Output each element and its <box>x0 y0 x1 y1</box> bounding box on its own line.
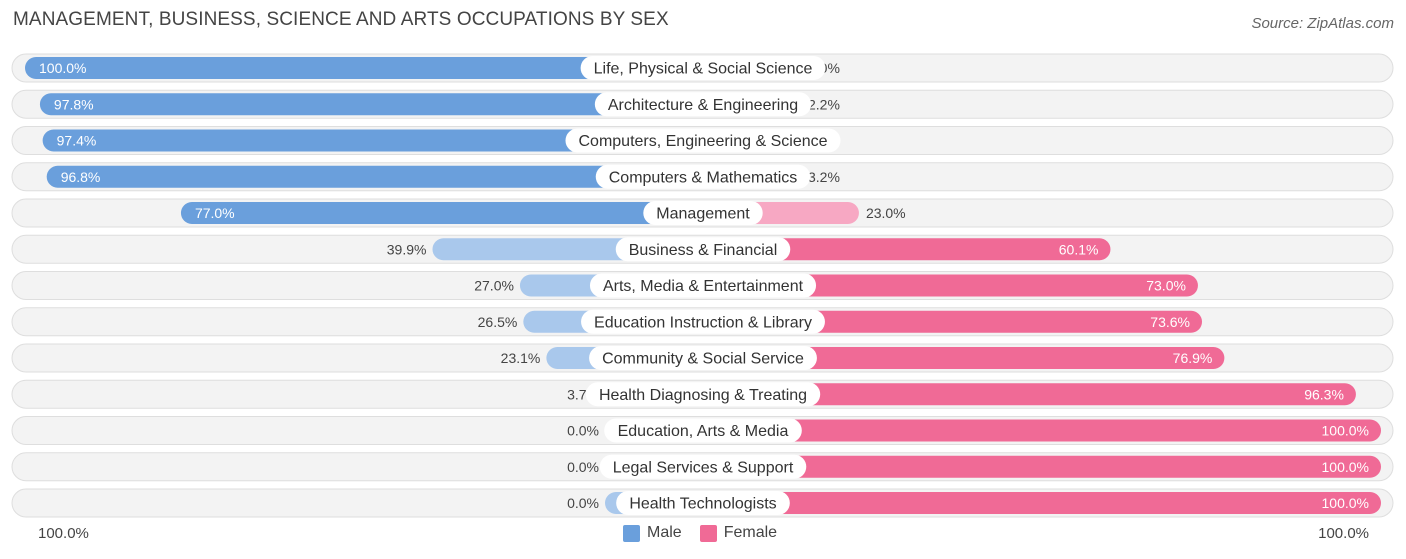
value-label-female: 100.0% <box>1322 459 1369 475</box>
category-label: Health Diagnosing & Treating <box>599 387 807 404</box>
value-label-male: 0.0% <box>567 495 599 511</box>
value-label-female: 2.2% <box>808 96 840 112</box>
chart-title: MANAGEMENT, BUSINESS, SCIENCE AND ARTS O… <box>13 9 669 30</box>
axis-left-label: 100.0% <box>38 525 89 542</box>
category-pill <box>599 454 807 479</box>
category-pill <box>589 273 817 298</box>
bar-female <box>703 383 1356 406</box>
bar-male <box>180 202 703 224</box>
legend-swatch-male <box>623 524 640 542</box>
category-pill <box>615 237 791 262</box>
bar-male <box>25 57 703 79</box>
category-label: Education, Arts & Media <box>618 423 789 440</box>
bar-female <box>703 492 1381 514</box>
bar-female <box>703 274 1198 297</box>
legend-swatch-female <box>699 524 717 542</box>
bar-female <box>703 238 1111 261</box>
category-pill <box>594 92 812 117</box>
chart-canvas: 100.0% 0.0% Life, Physical & Social Scienc… <box>11 53 1394 518</box>
category-pill <box>565 128 841 153</box>
value-label-female: 100.0% <box>1322 495 1369 511</box>
legend-item-female: Female <box>699 524 778 542</box>
value-label-female: 100.0% <box>1322 423 1369 439</box>
bar-female <box>703 455 1381 478</box>
value-label-male: 97.8% <box>54 96 94 112</box>
category-label: Business & Financial <box>629 242 778 259</box>
category-label: Education Instruction & Library <box>594 314 812 331</box>
value-label-male: 96.8% <box>61 169 101 185</box>
bar-male <box>42 129 704 152</box>
bar-female <box>703 347 1225 369</box>
value-label-female: 3.2% <box>808 169 840 185</box>
value-label-female: 73.6% <box>1150 314 1190 330</box>
value-label-male: 27.0% <box>474 278 514 294</box>
value-label-male: 0.0% <box>567 459 599 475</box>
category-pill <box>595 164 811 189</box>
category-pill <box>616 491 790 515</box>
category-label: Legal Services & Support <box>613 459 794 476</box>
legend-item-male: Male <box>623 524 682 542</box>
category-label: Computers & Mathematics <box>609 169 798 186</box>
bar-female <box>703 310 1203 333</box>
value-label-female: 73.0% <box>1146 278 1186 294</box>
value-label-female: 76.9% <box>1173 350 1213 366</box>
category-pill <box>585 382 821 407</box>
value-label-male: 23.1% <box>501 350 541 366</box>
category-label: Arts, Media & Entertainment <box>603 278 804 295</box>
legend-label-male: Male <box>647 524 682 541</box>
category-label: Community & Social Service <box>602 351 804 368</box>
category-pill <box>604 418 802 443</box>
value-label-male: 0.0% <box>567 423 599 439</box>
category-label: Health Technologists <box>629 496 776 513</box>
source-note: Source: ZipAtlas.com <box>1251 15 1394 32</box>
category-label: Management <box>656 206 750 223</box>
category-label: Architecture & Engineering <box>608 97 798 114</box>
bar-female <box>703 419 1381 442</box>
category-pill <box>581 309 825 334</box>
bar-male <box>39 93 703 116</box>
bar-male <box>46 165 704 188</box>
legend: Male Female <box>623 524 795 542</box>
value-label-male: 26.5% <box>478 314 518 330</box>
category-label: Computers, Engineering & Science <box>578 133 827 150</box>
axis-right-label: 100.0% <box>1318 525 1369 542</box>
category-pill <box>580 56 826 80</box>
value-label-male: 77.0% <box>195 205 235 221</box>
legend-label-female: Female <box>723 524 778 541</box>
category-pill <box>589 346 817 370</box>
value-label-female: 96.3% <box>1304 386 1344 402</box>
category-label: Life, Physical & Social Science <box>594 61 813 78</box>
value-label-female: 60.1% <box>1059 241 1099 257</box>
category-pill <box>643 201 763 225</box>
value-label-male: 100.0% <box>39 60 86 76</box>
value-label-male: 97.4% <box>57 133 97 149</box>
value-label-male: 39.9% <box>387 241 427 257</box>
value-label-female: 23.0% <box>866 205 906 221</box>
